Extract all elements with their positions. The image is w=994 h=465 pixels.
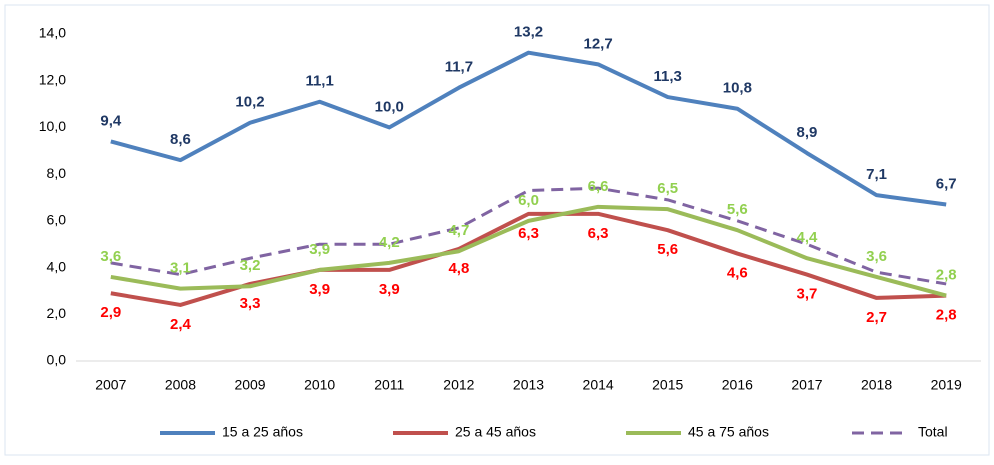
data-label: 10,8 [723, 80, 752, 97]
data-label: 6,3 [518, 225, 539, 242]
data-label: 12,7 [584, 35, 613, 52]
data-label: 11,7 [445, 59, 473, 76]
legend-label: Total [918, 424, 948, 440]
data-label: 5,6 [727, 201, 748, 218]
x-tick-label: 2008 [165, 377, 196, 393]
series-line [110, 211, 947, 307]
data-label: 4,8 [448, 260, 469, 277]
x-tick-label: 2009 [234, 377, 265, 393]
series-line [110, 204, 947, 298]
y-tick-label: 2,0 [47, 305, 67, 321]
legend-label: 45 a 75 años [688, 424, 769, 440]
series-line [110, 186, 947, 286]
y-tick-label: 8,0 [47, 165, 67, 181]
x-tick-label: 2014 [583, 377, 614, 393]
data-label: 3,9 [379, 281, 400, 298]
legend-label: 15 a 25 años [222, 424, 303, 440]
data-label: 2,7 [866, 309, 887, 326]
data-label: 6,5 [657, 180, 678, 197]
data-label: 2,8 [936, 267, 957, 284]
legend-label: 25 a 45 años [455, 424, 536, 440]
data-label: 11,1 [305, 73, 333, 90]
y-tick-label: 14,0 [39, 25, 66, 41]
y-tick-label: 4,0 [47, 258, 67, 274]
x-tick-label: 2019 [931, 377, 962, 393]
x-tick-label: 2015 [652, 377, 683, 393]
data-label: 9,4 [100, 112, 122, 129]
data-label: 4,4 [797, 229, 819, 246]
x-tick-label: 2011 [374, 377, 404, 393]
data-label: 5,6 [657, 241, 678, 258]
data-label: 3,2 [240, 257, 261, 274]
x-tick-label: 2012 [443, 377, 474, 393]
x-tick-label: 2010 [304, 377, 335, 393]
x-tick-label: 2007 [95, 377, 126, 393]
y-tick-label: 0,0 [47, 352, 67, 368]
data-label: 3,9 [309, 281, 330, 298]
x-tick-label: 2017 [791, 377, 822, 393]
data-label: 6,6 [588, 178, 609, 195]
data-label: 3,7 [797, 286, 818, 303]
data-label: 4,7 [448, 222, 469, 239]
data-label: 8,9 [797, 124, 818, 141]
data-label: 3,6 [866, 248, 887, 265]
data-label: 6,3 [588, 225, 609, 242]
y-tick-label: 12,0 [39, 71, 66, 87]
data-label: 11,3 [654, 68, 682, 85]
data-label: 3,9 [309, 241, 330, 258]
data-label: 2,8 [936, 307, 957, 324]
data-label: 3,1 [170, 260, 191, 277]
data-label: 2,9 [100, 304, 121, 321]
data-label: 3,6 [100, 248, 121, 265]
data-label: 3,3 [240, 295, 261, 312]
x-tick-label: 2016 [722, 377, 753, 393]
data-label: 7,1 [866, 166, 887, 183]
x-tick-label: 2018 [861, 377, 892, 393]
data-label: 4,6 [727, 265, 748, 282]
data-label: 4,2 [379, 234, 400, 251]
data-label: 10,2 [235, 94, 264, 111]
series-line [110, 50, 947, 207]
x-tick-label: 2013 [513, 377, 544, 393]
data-label: 10,0 [375, 98, 404, 115]
y-tick-label: 6,0 [47, 212, 67, 228]
data-label: 6,7 [936, 175, 957, 192]
data-label: 8,6 [170, 131, 191, 148]
data-label: 2,4 [170, 316, 192, 333]
data-label: 13,2 [514, 24, 543, 41]
y-tick-label: 10,0 [39, 118, 66, 134]
data-label: 6,0 [518, 192, 539, 209]
